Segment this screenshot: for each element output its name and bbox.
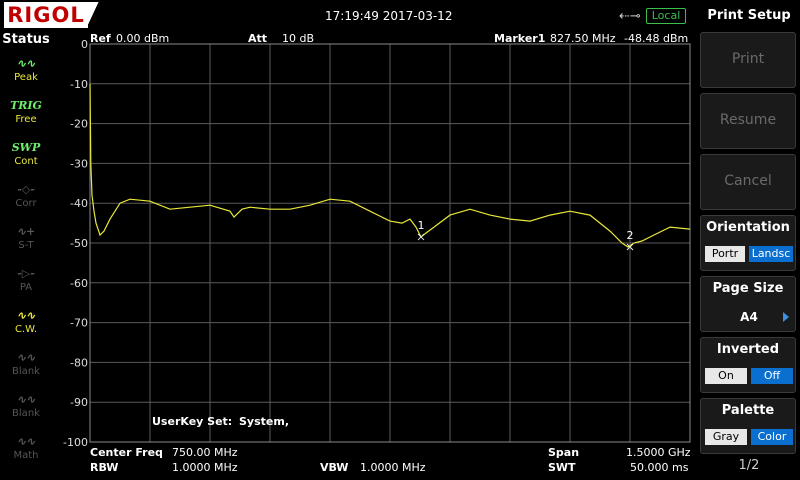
page-size-value: A4 xyxy=(740,310,758,324)
softkey-menu: Print Setup Print Resume Cancel Orientat… xyxy=(698,0,800,480)
inverted-on-option[interactable]: On xyxy=(705,368,747,384)
swt-value: 50.000 ms xyxy=(630,461,689,474)
marker-label: Marker1 xyxy=(494,32,546,45)
print-button[interactable]: Print xyxy=(700,32,796,88)
y-tick-label: -50 xyxy=(70,237,88,250)
status-title: Status xyxy=(2,32,50,47)
orientation-label: Orientation xyxy=(706,220,790,235)
logo-swoosh xyxy=(88,2,102,28)
y-tick-label: -10 xyxy=(70,78,88,91)
marker-point xyxy=(626,243,634,251)
print-label: Print xyxy=(731,51,765,67)
status-peak: ∿∿ Peak xyxy=(8,56,44,92)
status-cw: ∿∿ C.W. xyxy=(8,308,44,344)
y-tick-label: -60 xyxy=(70,277,88,290)
center-freq-label: Center Freq xyxy=(90,446,163,459)
rigol-logo: RIGOL xyxy=(4,2,88,28)
vbw-label: VBW xyxy=(320,461,349,474)
plot-frame xyxy=(89,43,691,443)
orientation-button[interactable]: Orientation Portr Landsc xyxy=(700,215,796,271)
marker-point xyxy=(417,233,425,241)
orientation-landscape-option[interactable]: Landsc xyxy=(749,246,793,262)
math-icon: ∿∿ xyxy=(16,435,36,448)
y-tick-label: -80 xyxy=(70,356,88,369)
spectrum-plot: 0 -10 -20 -30 -40 -50 -60 -70 -80 -90 -100 1 2 Ref 0… xyxy=(52,32,698,480)
status-corr: -◇- Corr xyxy=(8,182,44,218)
page-indicator: 1/2 xyxy=(738,458,760,473)
y-tick-label: -40 xyxy=(70,197,88,210)
userkey-label: UserKey Set: xyxy=(152,415,233,428)
marker-amp: -48.48 dBm xyxy=(624,32,689,45)
span-value: 1.5000 GHz xyxy=(626,446,691,459)
datetime: 17:19:49 2017-03-12 xyxy=(325,9,453,23)
st-icon: ∿+ xyxy=(16,225,36,238)
y-tick-label: -90 xyxy=(70,396,88,409)
trig-icon: TRIG xyxy=(10,99,42,112)
spectrum-chart: 0 -10 -20 -30 -40 -50 -60 -70 -80 -90 -100 1 2 xyxy=(63,38,691,449)
palette-color-option[interactable]: Color xyxy=(751,429,793,445)
pa-icon: -▷- xyxy=(17,267,35,280)
palette-button[interactable]: Palette Gray Color xyxy=(700,398,796,454)
swt-label: SWT xyxy=(548,461,576,474)
status-panel: Status ∿∿ Peak TRIG Free SWP Cont -◇- Co… xyxy=(0,32,52,480)
status-trig: TRIG Free xyxy=(8,98,44,134)
userkey-value: System, xyxy=(239,415,289,428)
top-bar: RIGOL 17:19:49 2017-03-12 ⇠⊸ Local xyxy=(0,0,698,32)
status-swp: SWP Cont xyxy=(8,140,44,176)
cw-icon: ∿∿ xyxy=(16,309,36,322)
ref-label: Ref xyxy=(90,32,111,45)
cancel-button[interactable]: Cancel xyxy=(700,154,796,210)
y-tick-label: -70 xyxy=(70,317,88,330)
cancel-label: Cancel xyxy=(724,173,772,189)
inverted-off-option[interactable]: Off xyxy=(751,368,793,384)
vbw-value: 1.0000 MHz xyxy=(360,461,426,474)
y-tick-label: 0 xyxy=(81,38,88,51)
status-blank-2: ∿∿ Blank xyxy=(8,392,44,428)
menu-title: Print Setup xyxy=(707,8,791,23)
swp-icon: SWP xyxy=(11,141,41,154)
rbw-label: RBW xyxy=(90,461,119,474)
y-tick-label: -100 xyxy=(63,436,88,449)
usb-icon: ⇠⊸ xyxy=(619,9,641,24)
arrow-right-icon xyxy=(783,312,789,322)
span-label: Span xyxy=(548,446,580,459)
local-badge: Local xyxy=(646,8,686,24)
orientation-portrait-option[interactable]: Portr xyxy=(705,246,745,262)
corr-icon: -◇- xyxy=(17,183,35,196)
inverted-button[interactable]: Inverted On Off xyxy=(700,337,796,393)
status-pa: -▷- PA xyxy=(8,266,44,302)
center-freq-value: 750.00 MHz xyxy=(172,446,238,459)
page-size-button[interactable]: Page Size A4 xyxy=(700,276,796,332)
status-math: ∿∿ Math xyxy=(8,434,44,470)
att-label: Att xyxy=(248,32,268,45)
att-value: 10 dB xyxy=(282,32,315,45)
y-tick-label: -20 xyxy=(70,118,88,131)
spectrum-trace xyxy=(89,83,691,248)
blank-icon: ∿∿ xyxy=(16,351,36,364)
status-st: ∿+ S-T xyxy=(8,224,44,260)
marker-label: 2 xyxy=(627,229,634,242)
page-size-label: Page Size xyxy=(712,281,784,296)
resume-button[interactable]: Resume xyxy=(700,93,796,149)
palette-gray-option[interactable]: Gray xyxy=(705,429,747,445)
palette-options: Gray Color xyxy=(705,429,793,445)
y-tick-label: -30 xyxy=(70,157,88,170)
inverted-options: On Off xyxy=(705,368,793,384)
blank-icon: ∿∿ xyxy=(16,393,36,406)
status-blank-1: ∿∿ Blank xyxy=(8,350,44,386)
orientation-options: Portr Landsc xyxy=(705,246,793,262)
marker-freq: 827.50 MHz xyxy=(550,32,616,45)
ref-value: 0.00 dBm xyxy=(116,32,170,45)
inverted-label: Inverted xyxy=(716,342,780,357)
peak-icon: ∿∿ xyxy=(16,57,36,70)
rbw-value: 1.0000 MHz xyxy=(172,461,238,474)
palette-label: Palette xyxy=(721,403,775,418)
resume-label: Resume xyxy=(719,112,777,128)
marker-label: 1 xyxy=(418,219,425,232)
